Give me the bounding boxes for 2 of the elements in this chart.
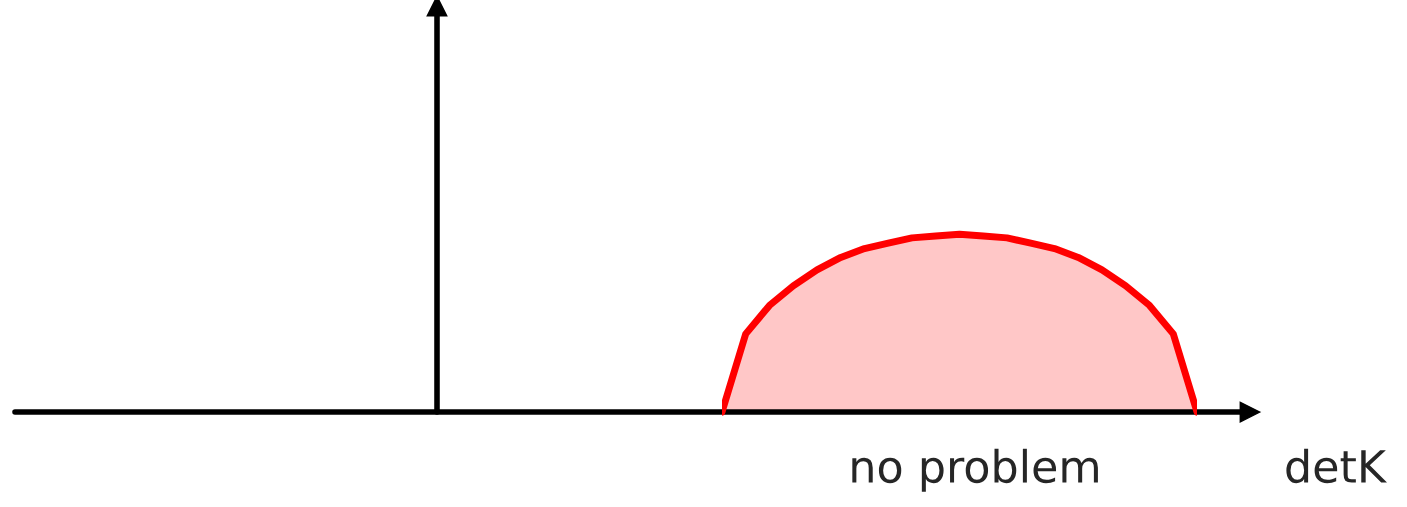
x-axis-title: detK — [1286, 448, 1387, 484]
text: no problem — [852, 448, 1098, 492]
